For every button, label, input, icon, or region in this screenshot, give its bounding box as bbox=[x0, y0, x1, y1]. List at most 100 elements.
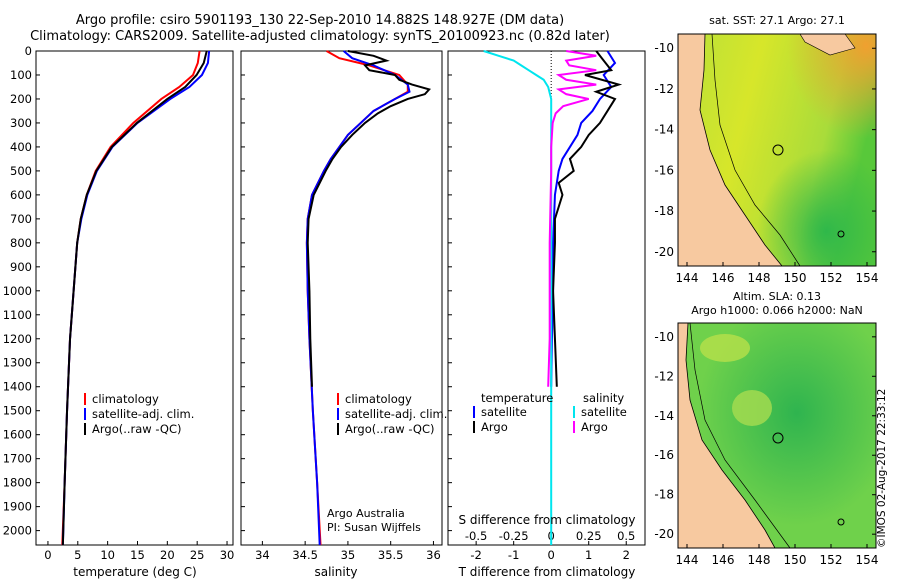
sla-low-patch-1 bbox=[700, 334, 750, 362]
map-ytick-label: -10 bbox=[654, 330, 674, 344]
s-diff-xtick-label: 0.5 bbox=[617, 529, 635, 543]
sla-ref-marker bbox=[837, 518, 845, 526]
annotation-argo-australia: Argo Australia bbox=[327, 507, 405, 520]
temperature-series-Argo bbox=[61, 50, 208, 546]
map-xtick-label: 150 bbox=[784, 553, 807, 567]
map-xtick-label: 148 bbox=[748, 271, 771, 285]
salinity-xlabel: salinity bbox=[314, 565, 357, 579]
sst-ref-marker bbox=[837, 230, 845, 238]
map-ytick-label: -18 bbox=[654, 204, 674, 218]
salinity-legend: climatology satellite-adj. clim. Argo(..… bbox=[337, 392, 447, 436]
sst-map: 144 146 148 150 152 154 -10 -12 -14 -16 -18 -20 bbox=[654, 33, 879, 285]
sal-legend-argo: Argo(..raw -QC) bbox=[345, 422, 435, 436]
map-xtick-label: 146 bbox=[712, 553, 735, 567]
depth-tick-label: 1400 bbox=[3, 380, 32, 394]
sla-low-patch-2 bbox=[732, 390, 772, 426]
legend-satellite: satellite-adj. clim. bbox=[92, 407, 194, 421]
legend-salinity-head: salinity bbox=[583, 391, 624, 405]
map-ytick-label: -16 bbox=[654, 448, 674, 462]
difference-panel: -2 -1 0 1 2-0.5 -0.25 0 0.25 0.5 T difference fr… bbox=[447, 50, 646, 579]
temperature-xtick-label: 25 bbox=[190, 548, 205, 562]
diff-series-T-Argo bbox=[552, 50, 623, 387]
legend-climatology: climatology bbox=[92, 392, 159, 406]
depth-tick-label: 1500 bbox=[3, 404, 32, 418]
difference-legend: temperature salinity satellite Argo sate… bbox=[473, 391, 627, 434]
sla-map-title-2: Argo h1000: 0.066 h2000: NaN bbox=[691, 304, 863, 317]
depth-tick-label: 1900 bbox=[3, 500, 32, 514]
depth-tick-label: 0 bbox=[25, 44, 32, 58]
salinity-panel: 34 34.5 35 35.5 36 salinity climatology sate… bbox=[240, 50, 447, 579]
depth-tick-label: 1800 bbox=[3, 476, 32, 490]
salinity-xtick-label: 35 bbox=[341, 548, 356, 562]
temperature-xtick-label: 30 bbox=[220, 548, 235, 562]
map-xtick-label: 144 bbox=[676, 271, 699, 285]
salinity-xtick-label: 34 bbox=[255, 548, 270, 562]
s-diff-xlabel: S difference from climatology bbox=[459, 513, 636, 527]
diff-series-S-Argo bbox=[547, 50, 597, 387]
sst-argo-position bbox=[772, 144, 784, 156]
imos-credit: ©IMOS 02-Aug-2017 22:33:12 bbox=[876, 388, 888, 548]
temperature-xtick-label: 15 bbox=[130, 548, 145, 562]
sla-frame bbox=[677, 322, 877, 549]
temperature-plot-frame bbox=[35, 50, 234, 546]
legend-temperature-head: temperature bbox=[481, 391, 553, 405]
map-ytick-label: -20 bbox=[654, 527, 674, 541]
depth-tick-label: 1600 bbox=[3, 428, 32, 442]
sla-shelf-contour bbox=[689, 322, 791, 549]
depth-tick-label: 2000 bbox=[3, 524, 32, 538]
map-ytick-label: -12 bbox=[654, 369, 674, 383]
s-diff-xtick-label: 0.25 bbox=[576, 529, 602, 543]
temperature-panel: 0 5 10 15 20 25 300100200300400500600700800900… bbox=[3, 44, 235, 579]
sal-legend-satellite: satellite-adj. clim. bbox=[345, 407, 447, 421]
depth-tick-label: 300 bbox=[10, 116, 32, 130]
map-ytick-label: -18 bbox=[654, 488, 674, 502]
t-diff-xtick-label: 2 bbox=[623, 548, 630, 562]
depth-tick-label: 1700 bbox=[3, 452, 32, 466]
map-xtick-label: 150 bbox=[784, 271, 807, 285]
depth-tick-label: 1300 bbox=[3, 356, 32, 370]
legend-t-satellite: satellite bbox=[481, 405, 527, 419]
map-ytick-label: -14 bbox=[654, 409, 674, 423]
salinity-xtick-label: 34.5 bbox=[292, 548, 318, 562]
map-xtick-label: 154 bbox=[856, 271, 879, 285]
temperature-xtick-label: 10 bbox=[100, 548, 115, 562]
map-xtick-label: 148 bbox=[748, 553, 771, 567]
temperature-xtick-label: 20 bbox=[160, 548, 175, 562]
depth-tick-label: 100 bbox=[10, 68, 32, 82]
t-diff-xtick-label: -2 bbox=[470, 548, 481, 562]
map-ytick-label: -10 bbox=[654, 41, 674, 55]
map-ytick-label: -20 bbox=[654, 245, 674, 259]
sla-map-title-1: Altim. SLA: 0.13 bbox=[732, 290, 822, 303]
map-ytick-label: -12 bbox=[654, 82, 674, 96]
map-xtick-label: 146 bbox=[712, 271, 735, 285]
diff-series-S-satellite bbox=[483, 50, 553, 545]
sla-map: 144 146 148 150 152 154 -10 -12 -14 -16 -18 -20 bbox=[654, 322, 878, 567]
depth-tick-label: 900 bbox=[10, 260, 32, 274]
depth-tick-label: 500 bbox=[10, 164, 32, 178]
sst-map-title: sat. SST: 27.1 Argo: 27.1 bbox=[709, 14, 845, 27]
depth-tick-label: 200 bbox=[10, 92, 32, 106]
map-xtick-label: 152 bbox=[820, 553, 843, 567]
map-ytick-label: -16 bbox=[654, 163, 674, 177]
difference-plot-frame bbox=[447, 50, 646, 546]
sst-frame bbox=[677, 33, 877, 267]
salinity-series-Argo bbox=[306, 50, 431, 387]
temperature-xtick-label: 5 bbox=[74, 548, 81, 562]
temperature-legend: climatology satellite-adj. clim. Argo(..… bbox=[84, 392, 194, 436]
map-xtick-label: 152 bbox=[820, 271, 843, 285]
t-diff-xtick-label: 1 bbox=[585, 548, 592, 562]
depth-tick-label: 800 bbox=[10, 236, 32, 250]
depth-tick-label: 1200 bbox=[3, 332, 32, 346]
t-diff-xtick-label: 0 bbox=[548, 548, 555, 562]
map-ytick-label: -14 bbox=[654, 123, 674, 137]
s-diff-xtick-label: -0.5 bbox=[465, 529, 487, 543]
depth-tick-label: 400 bbox=[10, 140, 32, 154]
temperature-xlabel: temperature (deg C) bbox=[73, 565, 196, 579]
salinity-xtick-label: 36 bbox=[426, 548, 441, 562]
salinity-xtick-label: 35.5 bbox=[378, 548, 404, 562]
sst-shelf-contour bbox=[711, 33, 801, 267]
t-diff-xlabel: T difference from climatology bbox=[458, 565, 636, 579]
legend-argo: Argo(..raw -QC) bbox=[92, 422, 182, 436]
sla-argo-position bbox=[772, 432, 784, 444]
